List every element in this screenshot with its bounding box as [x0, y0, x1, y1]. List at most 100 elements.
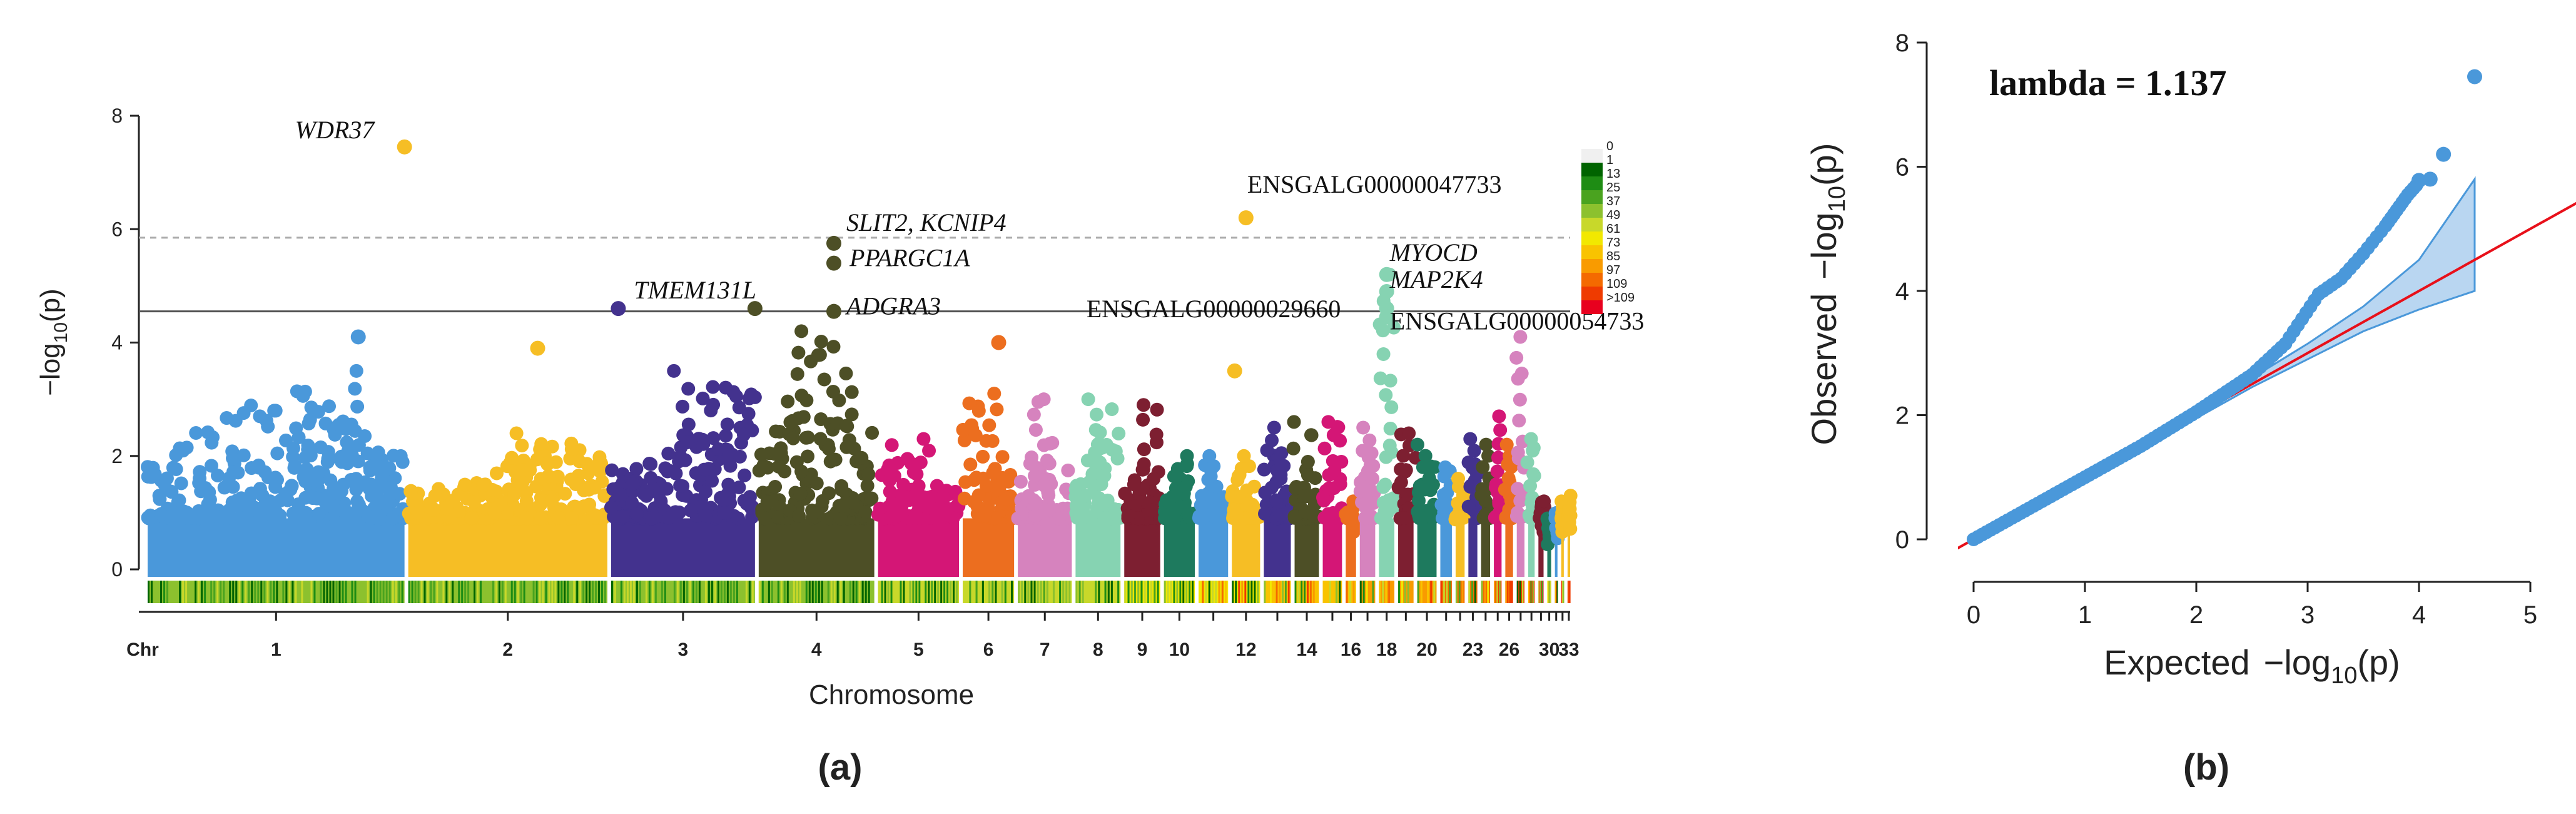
density-stripe [1427, 581, 1429, 603]
snp-point [153, 492, 167, 506]
density-stripe [480, 581, 482, 603]
snp-point [719, 429, 733, 443]
density-stripe [254, 581, 256, 603]
qq-x-tick-label: 2 [2189, 601, 2203, 629]
density-stripe [771, 581, 773, 603]
density-stripe [830, 581, 833, 603]
density-stripe [198, 581, 200, 603]
snp-point [791, 509, 806, 523]
density-strip-segment [1468, 581, 1478, 603]
snp-point [1037, 392, 1051, 407]
snp-point [1463, 432, 1478, 446]
snp-point [1028, 469, 1042, 483]
density-strip-segment [878, 581, 960, 603]
snp-point [350, 494, 365, 509]
snp-point [1416, 460, 1430, 474]
snp-point [681, 417, 696, 432]
density-stripe [1088, 581, 1090, 603]
chromosome-6-points [956, 387, 1021, 577]
snp-density-strip [148, 581, 1571, 603]
density-stripe [408, 581, 410, 603]
density-strip-segment [1075, 581, 1121, 603]
density-stripe [1407, 581, 1409, 603]
snp-point [910, 467, 924, 481]
density-stripe [498, 581, 500, 603]
snp-point [1237, 449, 1251, 463]
density-stripe [654, 581, 657, 603]
snp-point [174, 476, 188, 491]
density-stripe [1133, 581, 1137, 603]
snp-point [1526, 444, 1540, 458]
legend-swatch [1581, 259, 1603, 273]
density-strip-segment [1294, 581, 1319, 603]
density-stripe [1275, 581, 1278, 603]
legend-label: 13 [1606, 167, 1620, 181]
snp-point [832, 499, 846, 513]
density-stripe [664, 581, 666, 603]
snp-point [1232, 490, 1246, 504]
snp-point [1028, 495, 1043, 509]
snp-point [1511, 372, 1525, 386]
snp-point [1040, 454, 1054, 467]
density-stripe [707, 581, 710, 603]
snp-point [1422, 471, 1436, 486]
density-stripe [946, 581, 949, 603]
density-stripe [1505, 581, 1507, 603]
density-stripe [166, 581, 169, 603]
density-stripe [1556, 581, 1558, 603]
density-stripe [379, 581, 382, 603]
density-stripe [595, 581, 597, 603]
density-stripe [761, 581, 764, 603]
snp-point [721, 477, 736, 492]
density-stripe [1540, 581, 1542, 603]
density-stripe [1085, 581, 1087, 603]
snp-point [1304, 428, 1319, 442]
density-stripe [611, 581, 613, 603]
snp-point [739, 497, 754, 511]
qq-point [2422, 171, 2438, 187]
snp-point [613, 487, 627, 502]
qq-x-ticks: 0 1 2 3 4 5 [1967, 582, 2537, 629]
density-stripe [686, 581, 688, 603]
snp-point [404, 484, 418, 498]
snp-point [350, 399, 365, 414]
density-stripe [805, 581, 808, 603]
snp-point [958, 475, 973, 489]
highlighted-snp [1379, 309, 1394, 325]
point-mass [1440, 518, 1452, 577]
density-stripe [1082, 581, 1084, 603]
snp-point [768, 480, 783, 494]
snp-point [1105, 442, 1120, 457]
snp-point [1467, 444, 1481, 458]
snp-point [1334, 454, 1349, 469]
snp-point [699, 485, 713, 499]
density-stripe [545, 581, 547, 603]
snp-point [255, 488, 270, 502]
density-stripe [345, 581, 347, 603]
density-stripe [1098, 581, 1100, 603]
snp-point [987, 387, 1001, 401]
snp-point [834, 482, 849, 497]
chromosome-20-points [1410, 437, 1444, 577]
density-stripe [1279, 581, 1281, 603]
density-stripe [723, 581, 726, 603]
density-stripe [1059, 581, 1062, 603]
snp-point [1317, 441, 1332, 455]
x-tick-label-chr-26: 26 [1499, 639, 1519, 660]
snp-point [452, 504, 466, 518]
snp-point [1563, 489, 1578, 503]
density-stripe [701, 581, 704, 603]
snp-point [1499, 437, 1514, 452]
density-stripe [1124, 581, 1127, 603]
snp-point [428, 489, 442, 503]
legend-label: >109 [1606, 291, 1635, 305]
legend-swatch [1581, 176, 1603, 190]
density-stripe [1104, 581, 1107, 603]
legend-swatch [1581, 300, 1603, 314]
density-stripe [1508, 581, 1509, 603]
snp-point [1321, 415, 1336, 429]
density-stripe [1301, 581, 1303, 603]
density-stripe [216, 581, 219, 603]
legend-label: 37 [1606, 195, 1620, 208]
